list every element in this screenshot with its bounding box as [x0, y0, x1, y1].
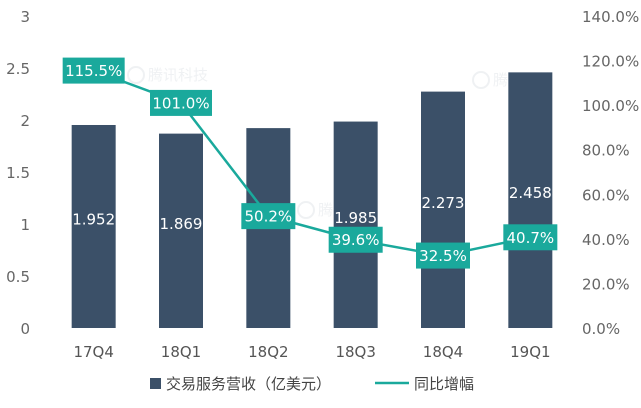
svg-text:115.5%: 115.5%	[65, 62, 122, 80]
bar-value-label: 1.869	[160, 215, 203, 233]
bar-series	[71, 72, 553, 328]
right-tick-label: 120.0%	[582, 53, 639, 71]
bar-value-label: 1.985	[334, 209, 377, 227]
legend-bar-swatch	[150, 378, 161, 389]
x-tick-label: 18Q3	[335, 343, 375, 361]
line-value-label: 32.5%	[416, 242, 470, 269]
right-axis: 0.0% 20.0% 40.0% 60.0% 80.0% 100.0% 120.0% 140.…	[582, 8, 639, 338]
bar-value-label: 2.273	[422, 194, 465, 212]
svg-text:32.5%: 32.5%	[419, 247, 467, 265]
x-tick-label: 19Q1	[510, 343, 550, 361]
right-tick-label: 0.0%	[582, 320, 620, 338]
right-tick-label: 60.0%	[582, 186, 630, 204]
bar	[508, 72, 553, 328]
bar	[333, 121, 378, 328]
x-axis: 17Q4 18Q1 18Q2 18Q3 18Q4 19Q1	[73, 343, 550, 361]
right-tick-label: 20.0%	[582, 275, 630, 293]
x-tick-label: 18Q4	[423, 343, 463, 361]
bar	[159, 133, 203, 328]
x-tick-label: 18Q1	[161, 343, 201, 361]
svg-text:腾讯科技: 腾讯科技	[148, 66, 208, 84]
svg-text:50.2%: 50.2%	[245, 208, 293, 226]
left-tick-label: 0.5	[6, 268, 30, 286]
left-tick-label: 2.5	[6, 60, 30, 78]
bar-value-label: 1.952	[72, 210, 115, 228]
line-value-labels: 115.5% 101.0% 50.2% 39.6% 32.5% 40.7%	[62, 57, 558, 269]
legend-line-label: 同比增幅	[414, 375, 474, 393]
bar	[71, 124, 116, 328]
line-value-label: 40.7%	[503, 224, 558, 251]
svg-text:101.0%: 101.0%	[152, 94, 209, 112]
x-tick-label: 17Q4	[73, 343, 113, 361]
left-tick-label: 1	[20, 216, 30, 234]
line-value-label: 115.5%	[62, 57, 125, 84]
watermark: 腾讯科技	[127, 66, 208, 84]
bar-value-label: 2.458	[509, 184, 552, 202]
left-axis: 0 0.5 1 1.5 2 2.5 3	[6, 8, 30, 338]
x-tick-label: 18Q2	[248, 343, 288, 361]
line-value-label: 39.6%	[328, 226, 383, 253]
left-tick-label: 3	[20, 8, 30, 26]
left-tick-label: 1.5	[6, 164, 30, 182]
legend-bar-label: 交易服务营收（亿美元）	[166, 375, 331, 393]
line-value-label: 101.0%	[150, 89, 212, 116]
legend: 交易服务营收（亿美元） 同比增幅	[150, 375, 474, 393]
right-tick-label: 140.0%	[582, 8, 639, 26]
svg-text:40.7%: 40.7%	[507, 229, 555, 247]
right-tick-label: 100.0%	[582, 97, 639, 115]
left-tick-label: 2	[20, 112, 30, 130]
line-value-label: 50.2%	[241, 203, 296, 230]
bar	[421, 91, 465, 328]
right-tick-label: 80.0%	[582, 142, 630, 160]
left-tick-label: 0	[20, 320, 30, 338]
right-tick-label: 40.0%	[582, 231, 630, 249]
svg-text:39.6%: 39.6%	[332, 231, 380, 249]
